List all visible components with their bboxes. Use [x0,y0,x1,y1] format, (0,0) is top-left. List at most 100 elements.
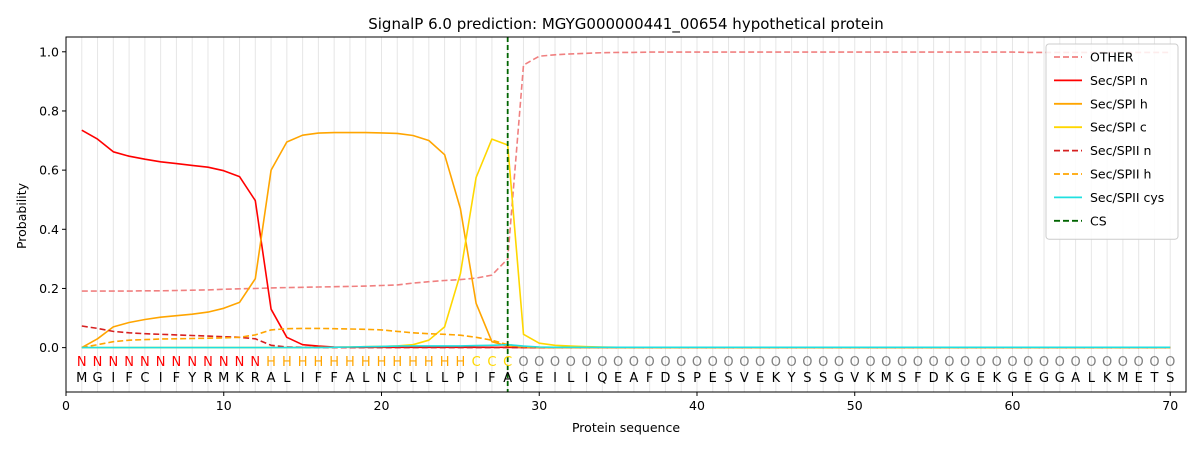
region-label: O [708,355,718,370]
x-tick-label: 30 [531,398,547,413]
region-label: N [219,355,229,370]
region-label: H [377,355,387,370]
legend-entry: Sec/SPI h [1090,96,1148,111]
residue-letter: M [1117,371,1128,386]
residue-letter: K [866,371,875,386]
chart-title: SignalP 6.0 prediction: MGYG000000441_00… [368,15,884,34]
legend-entry: OTHER [1090,50,1134,65]
residue-letter: L [567,371,575,386]
region-label: O [928,355,938,370]
region-label: O [1007,355,1017,370]
residue-letter: E [535,371,543,386]
region-label: N [108,355,118,370]
region-label: O [1149,355,1159,370]
residue-letter: L [1088,371,1096,386]
residue-letter: F [315,371,322,386]
region-label: H [408,355,418,370]
residue-letter: L [441,371,449,386]
region-label: H [440,355,450,370]
residue-letter: F [488,371,495,386]
region-label: O [692,355,702,370]
region-label: O [1118,355,1128,370]
residue-letter: L [425,371,433,386]
region-label: N [156,355,166,370]
region-label: O [787,355,797,370]
region-label: H [345,355,355,370]
legend-entry: Sec/SPII h [1090,167,1151,182]
region-label: O [1134,355,1144,370]
residue-letter: P [456,371,464,386]
x-tick-label: 40 [689,398,705,413]
residue-letter: S [898,371,906,386]
residue-letter: G [93,371,103,386]
y-tick-label: 0.4 [39,222,59,237]
x-tick-label: 70 [1162,398,1178,413]
region-label: N [235,355,245,370]
residue-letter: C [393,371,402,386]
y-tick-label: 0.8 [39,103,59,118]
region-label: O [676,355,686,370]
region-label: O [1086,355,1096,370]
residue-letter: I [301,371,305,386]
residue-letter: I [585,371,589,386]
region-label: O [771,355,781,370]
x-axis-ticks: 0 10 20 30 40 50 60 70 [62,392,1178,413]
residue-letter: R [251,371,260,386]
x-tick-label: 10 [216,398,232,413]
region-label: H [314,355,324,370]
region-label: N [77,355,87,370]
residue-letter: L [362,371,370,386]
grid-lines [81,37,1171,392]
series-line-sec-spi-n [81,129,1171,349]
y-tick-label: 0.6 [39,163,59,178]
residue-letter: R [203,371,212,386]
y-tick-label: 0.0 [39,340,59,355]
residue-letter: T [1149,371,1158,386]
residue-letter: G [518,371,528,386]
region-label: H [392,355,402,370]
residue-letter: F [914,371,921,386]
residue-letter: Y [787,371,796,386]
residue-letter: K [1103,371,1112,386]
region-label: H [455,355,465,370]
residue-letter: M [881,371,892,386]
residue-letter: S [819,371,827,386]
residue-letter: C [140,371,149,386]
region-label: O [550,355,560,370]
residue-letter: G [960,371,970,386]
residue-letter: A [267,371,276,386]
region-label: H [298,355,308,370]
region-label: O [755,355,765,370]
residue-letter: V [850,371,859,386]
residue-letter: E [756,371,764,386]
legend: OTHER Sec/SPI n Sec/SPI h Sec/SPI c Sec/SPII… [1045,43,1179,240]
region-label: O [534,355,544,370]
plot-frame [65,36,1187,393]
x-tick-label: 0 [62,398,70,413]
legend-entry: Sec/SPI n [1090,73,1148,88]
region-label: O [613,355,623,370]
region-label: O [802,355,812,370]
y-tick-label: 1.0 [39,44,59,59]
region-label: N [250,355,260,370]
residue-letter: K [992,371,1001,386]
region-label: H [329,355,339,370]
residue-letter: S [1166,371,1174,386]
residue-letter: D [660,371,670,386]
legend-entry: Sec/SPI c [1090,120,1147,135]
region-label: C [487,355,496,370]
residue-letter: E [709,371,717,386]
region-label: N [203,355,213,370]
region-label: O [597,355,607,370]
region-label: O [1102,355,1112,370]
residue-letter: E [1024,371,1032,386]
region-label: C [503,355,512,370]
series-line-other [81,51,1171,292]
region-label: H [361,355,371,370]
x-axis-label: Protein sequence [572,420,680,435]
residue-letter: V [740,371,749,386]
region-label: N [172,355,182,370]
x-tick-label: 60 [1005,398,1021,413]
residue-letter: A [503,371,512,386]
